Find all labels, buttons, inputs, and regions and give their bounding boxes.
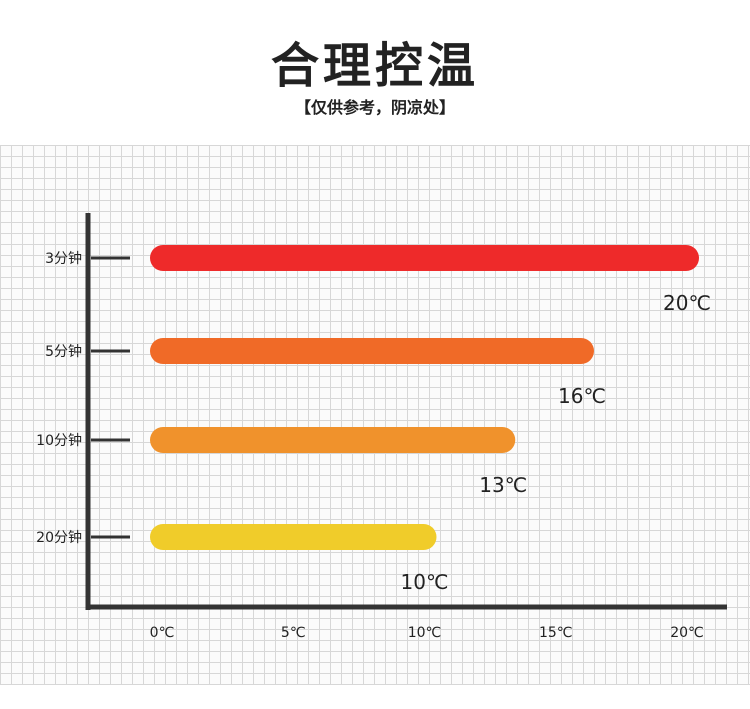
bar-value-label: 10℃ — [401, 570, 449, 594]
y-tick-label: 5分钟 — [45, 343, 82, 360]
axes — [85, 213, 727, 610]
x-tick-label: 20℃ — [670, 625, 704, 641]
grid-background — [0, 145, 750, 685]
x-tick-label: 5℃ — [281, 625, 306, 641]
bar-value-label: 13℃ — [479, 473, 527, 497]
bar — [150, 245, 699, 271]
bar — [150, 338, 594, 364]
chart-header: 合理控温 【仅供参考，阴凉处】 — [0, 0, 750, 145]
bars — [150, 245, 699, 550]
y-tick-label: 10分钟 — [36, 432, 82, 449]
labels: 3分钟 5分钟 10分钟 20分钟 20℃ 16℃ 13℃ 10℃ 0℃ 5℃ 10℃ 15℃ 20℃ — [36, 250, 711, 641]
bar-value-label: 16℃ — [558, 384, 606, 408]
x-tick-label: 10℃ — [408, 625, 442, 641]
chart-title: 合理控温 — [270, 38, 479, 94]
bar-value-label: 20℃ — [663, 291, 711, 315]
x-tick-label: 15℃ — [539, 625, 573, 641]
chart-subtitle: 【仅供参考，阴凉处】 — [294, 98, 455, 117]
bar — [150, 427, 516, 453]
y-tick-label: 3分钟 — [45, 250, 82, 267]
y-tick-label: 20分钟 — [36, 529, 82, 546]
x-tick-label: 0℃ — [150, 625, 175, 641]
bar — [150, 524, 437, 550]
